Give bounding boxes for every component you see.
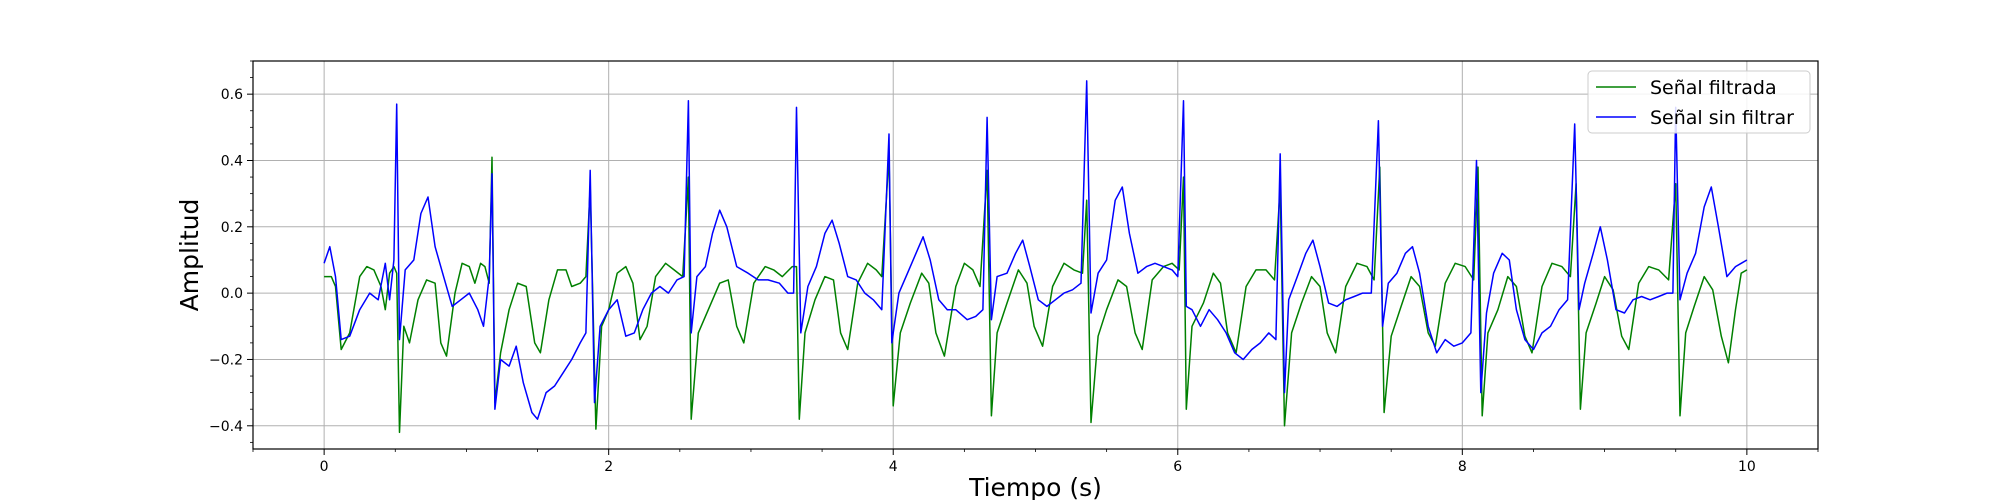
- ticks: 0 2 4 6 8 10 −0.4 −0.2 0.0 0.2 0.4 0.6: [209, 60, 1819, 475]
- y-tick-label: 0.0: [221, 286, 243, 302]
- x-tick-label: 2: [604, 459, 613, 475]
- legend-label-unfiltered: Señal sin filtrar: [1650, 107, 1794, 129]
- y-tick-label: −0.4: [209, 419, 243, 435]
- series-line-filtered: [324, 153, 1748, 434]
- legend-label-filtered: Señal filtrada: [1650, 77, 1777, 99]
- series-group: [323, 80, 1748, 434]
- y-tick-label: 0.4: [221, 153, 243, 169]
- legend: Señal filtrada Señal sin filtrar: [1587, 70, 1811, 134]
- series-line-unfiltered: [323, 80, 1748, 420]
- y-axis-label: Amplitud: [175, 199, 204, 312]
- x-tick-label: 6: [1173, 459, 1182, 475]
- x-tick-label: 8: [1458, 459, 1467, 475]
- y-tick-label: −0.2: [209, 352, 243, 368]
- x-tick-label: 0: [320, 459, 329, 475]
- legend-box: [1587, 70, 1811, 134]
- x-tick-label: 10: [1738, 459, 1756, 475]
- x-tick-label: 4: [889, 459, 898, 475]
- y-tick-label: 0.2: [221, 220, 243, 236]
- y-tick-label: 0.6: [221, 87, 243, 103]
- x-axis-label: Tiempo (s): [968, 473, 1102, 500]
